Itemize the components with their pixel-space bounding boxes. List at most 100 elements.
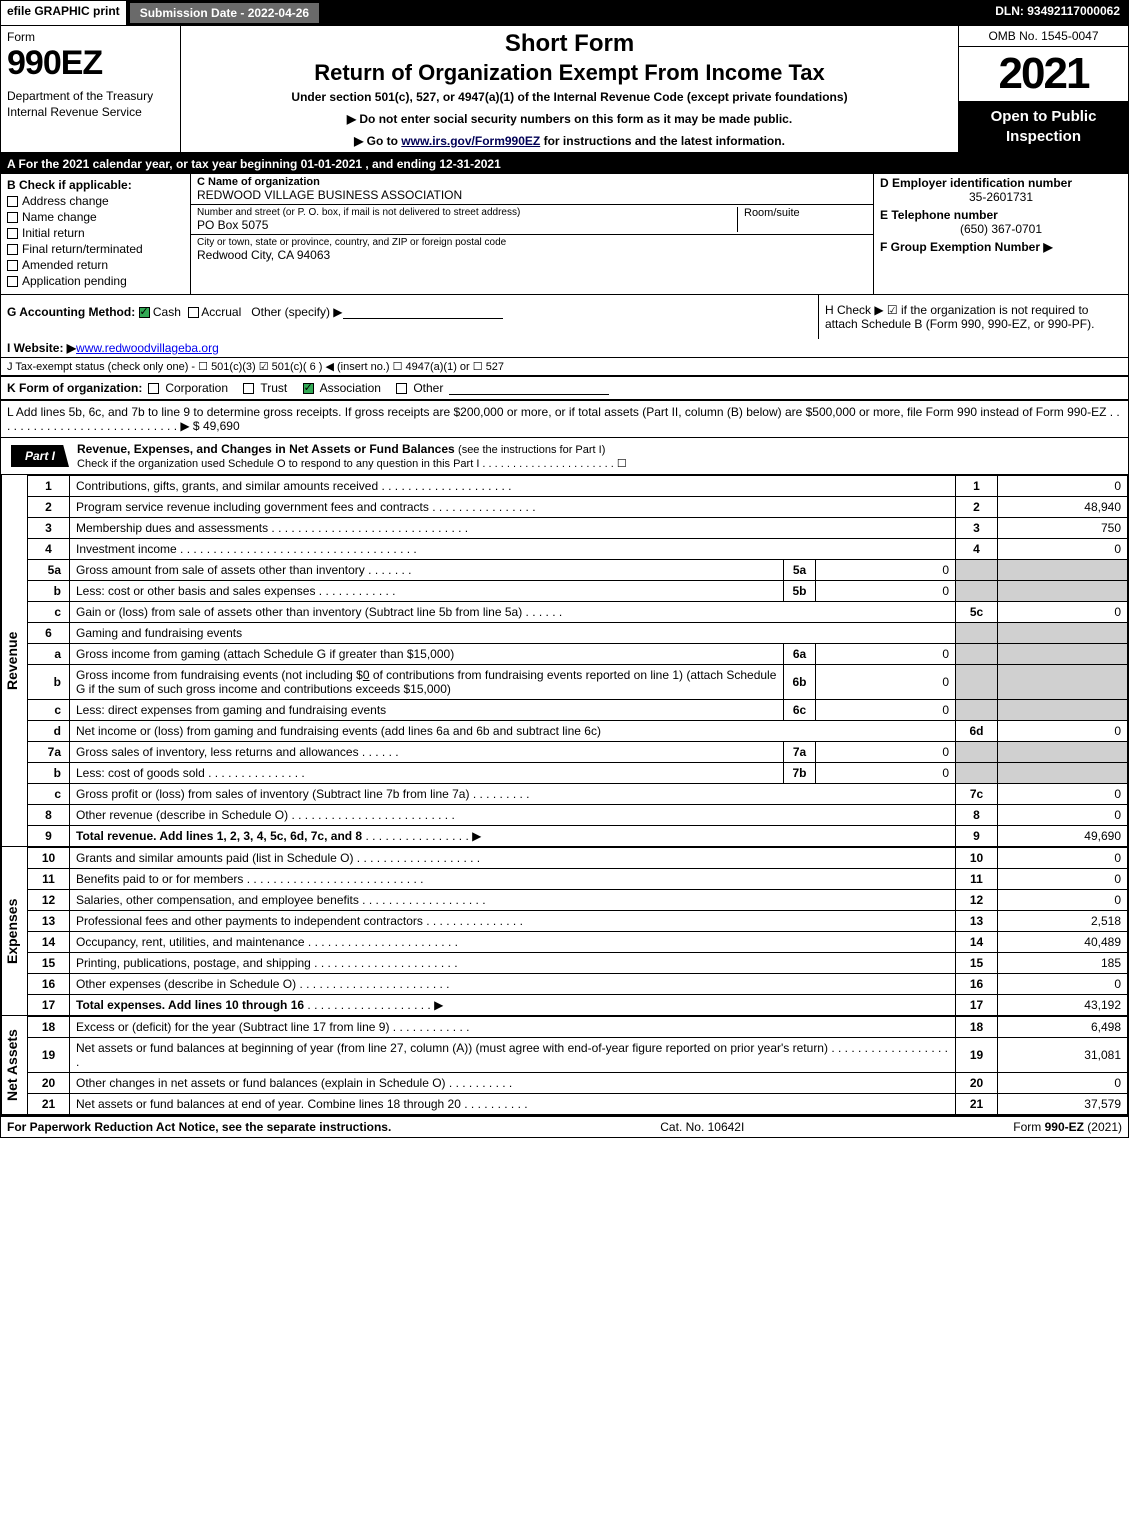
l-text: L Add lines 5b, 6c, and 7b to line 9 to … bbox=[7, 405, 1120, 433]
checkbox-cash-icon[interactable] bbox=[139, 307, 150, 318]
title-return: Return of Organization Exempt From Incom… bbox=[189, 60, 950, 86]
revenue-sidebar: Revenue bbox=[1, 475, 27, 847]
expenses-sidebar: Expenses bbox=[1, 847, 27, 1016]
sub-box: 6a bbox=[784, 644, 816, 665]
row-a-calendar: A For the 2021 calendar year, or tax yea… bbox=[1, 154, 1128, 174]
form-header: Form 990EZ Department of the Treasury In… bbox=[1, 26, 1128, 154]
g-cash: Cash bbox=[153, 305, 181, 319]
column-c-org-info: C Name of organization REDWOOD VILLAGE B… bbox=[191, 174, 873, 294]
line-6: 6Gaming and fundraising events bbox=[28, 623, 1128, 644]
grey-cell bbox=[956, 700, 998, 721]
line-box: 18 bbox=[956, 1017, 998, 1038]
org-address: PO Box 5075 bbox=[197, 218, 737, 232]
line-box: 3 bbox=[956, 518, 998, 539]
line-desc: Less: cost or other basis and sales expe… bbox=[76, 584, 315, 598]
line-20: 20 Other changes in net assets or fund ba… bbox=[28, 1073, 1128, 1094]
instr-ssn: ▶ Do not enter social security numbers o… bbox=[189, 112, 950, 126]
sub-box: 5a bbox=[784, 560, 816, 581]
efile-label: efile GRAPHIC print bbox=[1, 1, 128, 25]
chk-corporation-icon[interactable] bbox=[148, 383, 159, 394]
line-amt: 0 bbox=[998, 890, 1128, 911]
row-j: J Tax-exempt status (check only one) - ☐… bbox=[1, 357, 1128, 376]
sub-box: 6b bbox=[784, 665, 816, 700]
g-accrual: Accrual bbox=[201, 305, 241, 319]
chk-other-icon[interactable] bbox=[396, 383, 407, 394]
line-box: 19 bbox=[956, 1038, 998, 1073]
line-7a: 7aGross sales of inventory, less returns… bbox=[28, 742, 1128, 763]
line-box: 20 bbox=[956, 1073, 998, 1094]
grey-cell bbox=[956, 581, 998, 602]
form-container: efile GRAPHIC print Submission Date - 20… bbox=[0, 0, 1129, 1138]
chk-amended-return[interactable]: Amended return bbox=[7, 258, 184, 272]
checkbox-accrual-icon[interactable] bbox=[188, 307, 199, 318]
g-label: G Accounting Method: bbox=[7, 305, 135, 319]
line-desc: Salaries, other compensation, and employ… bbox=[76, 893, 359, 907]
g-other-line[interactable] bbox=[343, 305, 503, 319]
part-check-line: Check if the organization used Schedule … bbox=[77, 458, 627, 470]
line-amt: 0 bbox=[998, 784, 1128, 805]
l-amount: 49,690 bbox=[203, 419, 240, 433]
k-other-line[interactable] bbox=[449, 381, 609, 395]
line-desc: Benefits paid to or for members bbox=[76, 872, 243, 886]
city-label: City or town, state or province, country… bbox=[197, 237, 867, 248]
line-box: 11 bbox=[956, 869, 998, 890]
part-title-note: (see the instructions for Part I) bbox=[458, 444, 605, 456]
line-desc: Net assets or fund balances at beginning… bbox=[76, 1041, 828, 1055]
chk-trust-icon[interactable] bbox=[243, 383, 254, 394]
footer-right: Form 990-EZ (2021) bbox=[1013, 1120, 1122, 1134]
part-1-header: Part I Revenue, Expenses, and Changes in… bbox=[1, 438, 1128, 475]
checkbox-icon bbox=[7, 228, 18, 239]
header-right: OMB No. 1545-0047 2021 Open to Public In… bbox=[958, 26, 1128, 152]
line-desc: Membership dues and assessments bbox=[76, 521, 268, 535]
line-desc: Total expenses. Add lines 10 through 16 bbox=[76, 998, 304, 1012]
line-17: 17 Total expenses. Add lines 10 through 1… bbox=[28, 995, 1128, 1016]
line-box: 12 bbox=[956, 890, 998, 911]
line-desc: Gaming and fundraising events bbox=[70, 623, 956, 644]
line-6d: dNet income or (loss) from gaming and fu… bbox=[28, 721, 1128, 742]
line-desc: Program service revenue including govern… bbox=[76, 500, 429, 514]
header-left: Form 990EZ Department of the Treasury In… bbox=[1, 26, 181, 152]
e-phone-row: E Telephone number (650) 367-0701 bbox=[874, 206, 1128, 238]
c-name-label: C Name of organization bbox=[197, 176, 867, 188]
title-short-form: Short Form bbox=[189, 30, 950, 58]
line-desc: Other changes in net assets or fund bala… bbox=[76, 1076, 446, 1090]
irs-link[interactable]: www.irs.gov/Form990EZ bbox=[401, 134, 540, 148]
line-box: 10 bbox=[956, 848, 998, 869]
e-label: E Telephone number bbox=[880, 208, 1122, 222]
line-21: 21Net assets or fund balances at end of … bbox=[28, 1094, 1128, 1115]
line-9: 9Total revenue. Add lines 1, 2, 3, 4, 5c… bbox=[28, 826, 1128, 847]
header-center: Short Form Return of Organization Exempt… bbox=[181, 26, 958, 152]
ein-value: 35-2601731 bbox=[880, 190, 1122, 204]
line-amt: 40,489 bbox=[998, 932, 1128, 953]
submission-date: Submission Date - 2022-04-26 bbox=[128, 1, 321, 25]
line-amt: 185 bbox=[998, 953, 1128, 974]
chk-association-icon[interactable] bbox=[303, 383, 314, 394]
chk-final-return[interactable]: Final return/terminated bbox=[7, 242, 184, 256]
line-box: 7c bbox=[956, 784, 998, 805]
line-7c: cGross profit or (loss) from sales of in… bbox=[28, 784, 1128, 805]
line-desc: Grants and similar amounts paid (list in… bbox=[76, 851, 353, 865]
grey-cell bbox=[998, 560, 1128, 581]
grey-cell bbox=[956, 742, 998, 763]
part-title-text: Revenue, Expenses, and Changes in Net As… bbox=[77, 442, 455, 456]
website-link[interactable]: www.redwoodvillageba.org bbox=[76, 341, 219, 355]
line-box: 17 bbox=[956, 995, 998, 1016]
row-h: H Check ▶ ☑ if the organization is not r… bbox=[818, 295, 1128, 339]
g-other: Other (specify) ▶ bbox=[251, 305, 342, 319]
line-desc: Excess or (deficit) for the year (Subtra… bbox=[76, 1020, 389, 1034]
sub-amt: 0 bbox=[816, 665, 956, 700]
sub-box: 7a bbox=[784, 742, 816, 763]
instr-goto-post: for instructions and the latest informat… bbox=[540, 134, 785, 148]
sub-amt: 0 bbox=[816, 581, 956, 602]
chk-initial-return[interactable]: Initial return bbox=[7, 226, 184, 240]
checkbox-icon bbox=[7, 244, 18, 255]
chk-name-change[interactable]: Name change bbox=[7, 210, 184, 224]
line-box: 9 bbox=[956, 826, 998, 847]
line-desc: Other expenses (describe in Schedule O) bbox=[76, 977, 296, 991]
line-amt: 0 bbox=[998, 974, 1128, 995]
tax-year: 2021 bbox=[959, 47, 1128, 101]
chk-application-pending[interactable]: Application pending bbox=[7, 274, 184, 288]
grey-cell bbox=[998, 644, 1128, 665]
chk-address-change[interactable]: Address change bbox=[7, 194, 184, 208]
top-bar: efile GRAPHIC print Submission Date - 20… bbox=[1, 1, 1128, 26]
